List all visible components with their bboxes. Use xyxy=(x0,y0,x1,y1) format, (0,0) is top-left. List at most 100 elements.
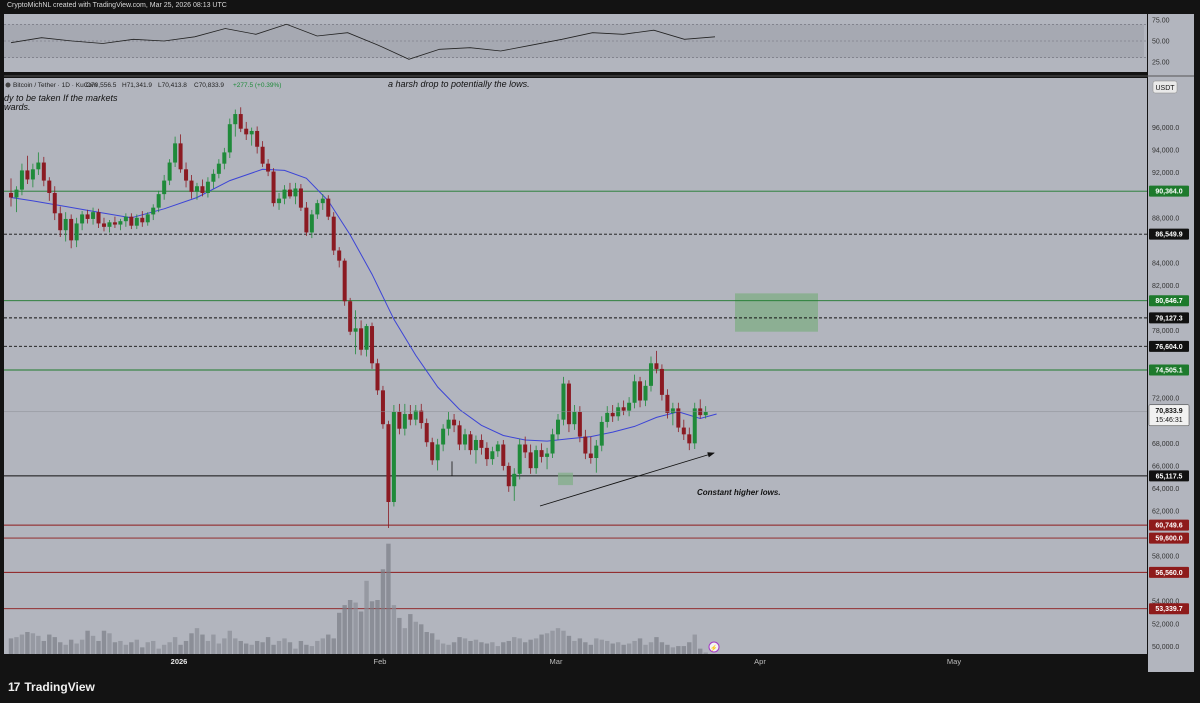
candle-body[interactable] xyxy=(648,363,653,386)
candle-body[interactable] xyxy=(194,186,199,192)
candle-body[interactable] xyxy=(30,169,35,180)
candle-body[interactable] xyxy=(309,214,314,233)
candle-body[interactable] xyxy=(380,390,385,425)
candle-body[interactable] xyxy=(659,368,664,395)
candle-body[interactable] xyxy=(457,425,462,445)
tradingview-logo[interactable]: 17 TradingView xyxy=(8,680,95,694)
candle-body[interactable] xyxy=(452,419,457,426)
candle-body[interactable] xyxy=(162,180,167,195)
candle-body[interactable] xyxy=(534,450,539,469)
candle-body[interactable] xyxy=(266,163,271,172)
candle-body[interactable] xyxy=(14,189,19,198)
candle-body[interactable] xyxy=(298,188,303,208)
candle-body[interactable] xyxy=(85,214,90,219)
candle-body[interactable] xyxy=(134,217,139,226)
candle-body[interactable] xyxy=(58,213,63,231)
candle-body[interactable] xyxy=(397,411,402,429)
candle-body[interactable] xyxy=(463,434,468,445)
candle-body[interactable] xyxy=(211,173,216,182)
candle-body[interactable] xyxy=(435,444,440,461)
candle-body[interactable] xyxy=(80,214,85,224)
candle-body[interactable] xyxy=(479,439,484,448)
candle-body[interactable] xyxy=(69,218,74,241)
trend-arrow[interactable] xyxy=(539,452,715,507)
candle-body[interactable] xyxy=(561,383,566,420)
currency-badge[interactable] xyxy=(1152,80,1178,94)
candle-body[interactable] xyxy=(96,212,101,224)
candle-body[interactable] xyxy=(205,181,210,193)
candle-body[interactable] xyxy=(676,408,681,428)
candle-body[interactable] xyxy=(594,445,599,459)
candle-body[interactable] xyxy=(670,408,675,413)
candle-body[interactable] xyxy=(63,218,68,231)
target-zone[interactable] xyxy=(735,293,818,332)
candle-body[interactable] xyxy=(610,412,615,417)
candle-body[interactable] xyxy=(36,162,41,170)
candle-body[interactable] xyxy=(605,412,610,422)
candle-body[interactable] xyxy=(572,411,577,425)
candle-body[interactable] xyxy=(260,146,265,164)
candle-body[interactable] xyxy=(233,114,238,125)
candle-body[interactable] xyxy=(490,451,495,460)
candle-body[interactable] xyxy=(173,143,178,163)
candle-body[interactable] xyxy=(47,180,52,193)
candle-body[interactable] xyxy=(216,163,221,174)
candle-body[interactable] xyxy=(566,383,571,425)
candle-body[interactable] xyxy=(189,180,194,192)
candle-body[interactable] xyxy=(129,216,134,226)
candle-body[interactable] xyxy=(599,421,604,446)
candle-body[interactable] xyxy=(184,169,189,181)
candle-body[interactable] xyxy=(484,447,489,460)
candle-body[interactable] xyxy=(112,222,117,225)
candle-body[interactable] xyxy=(446,419,451,429)
candle-body[interactable] xyxy=(370,326,375,364)
candle-body[interactable] xyxy=(320,198,325,204)
candle-body[interactable] xyxy=(244,128,249,135)
candle-body[interactable] xyxy=(101,223,106,227)
candle-body[interactable] xyxy=(271,171,276,204)
candle-body[interactable] xyxy=(621,407,626,411)
candle-body[interactable] xyxy=(419,410,424,424)
candle-body[interactable] xyxy=(687,434,692,444)
candle-body[interactable] xyxy=(25,170,30,180)
candle-body[interactable] xyxy=(528,452,533,469)
candle-body[interactable] xyxy=(74,223,79,241)
candle-body[interactable] xyxy=(643,385,648,401)
candle-body[interactable] xyxy=(359,328,364,350)
candle-body[interactable] xyxy=(167,162,172,181)
candle-body[interactable] xyxy=(632,381,637,403)
candle-body[interactable] xyxy=(123,216,128,222)
candle-body[interactable] xyxy=(550,434,555,454)
candle-body[interactable] xyxy=(703,411,708,416)
candle-body[interactable] xyxy=(665,394,670,413)
candle-body[interactable] xyxy=(408,414,413,420)
candle-body[interactable] xyxy=(501,444,506,466)
candle-body[interactable] xyxy=(249,130,254,135)
candle-body[interactable] xyxy=(375,363,380,391)
candle-body[interactable] xyxy=(556,419,560,435)
candle-body[interactable] xyxy=(539,450,544,457)
candle-body[interactable] xyxy=(402,414,407,429)
candle-body[interactable] xyxy=(638,381,643,401)
candle-body[interactable] xyxy=(517,444,522,474)
candle-body[interactable] xyxy=(430,442,435,461)
candle-body[interactable] xyxy=(364,326,369,350)
candle-body[interactable] xyxy=(654,363,659,369)
candle-body[interactable] xyxy=(331,216,336,251)
candle-body[interactable] xyxy=(473,439,478,451)
candle-body[interactable] xyxy=(353,328,358,332)
alert-icon[interactable] xyxy=(708,641,720,653)
candle-body[interactable] xyxy=(627,402,632,411)
candle-body[interactable] xyxy=(326,198,331,217)
candle-body[interactable] xyxy=(583,436,588,454)
candle-body[interactable] xyxy=(545,453,550,457)
candle-body[interactable] xyxy=(391,411,396,503)
candle-body[interactable] xyxy=(424,423,429,443)
candle-body[interactable] xyxy=(140,217,145,223)
candle-body[interactable] xyxy=(151,207,156,215)
candle-body[interactable] xyxy=(227,124,232,153)
candle-body[interactable] xyxy=(91,212,96,219)
candle-body[interactable] xyxy=(156,194,161,208)
candle-body[interactable] xyxy=(293,188,298,197)
candle-body[interactable] xyxy=(441,428,446,445)
